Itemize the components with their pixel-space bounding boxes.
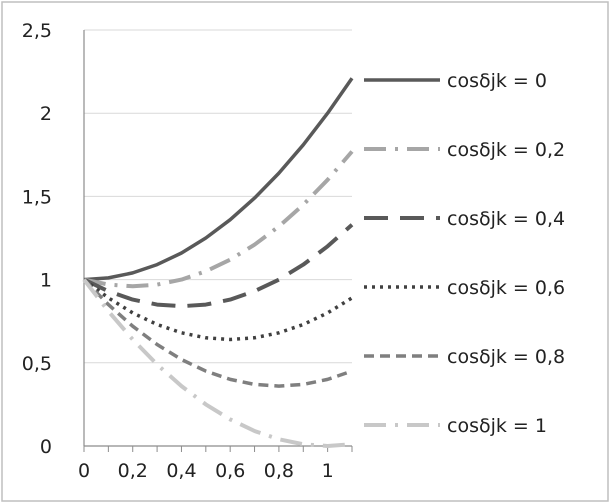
legend-label: cosδjk = 0,4 (447, 208, 565, 230)
x-tick-label: 0,2 (118, 460, 148, 482)
legend-label: cosδjk = 0,8 (447, 346, 565, 368)
x-tick-label: 1 (322, 460, 334, 482)
gridlines (84, 29, 352, 364)
y-tick-label: 2 (40, 103, 52, 125)
legend-label: cosδjk = 0,2 (447, 139, 565, 161)
x-tick-label: 0 (78, 460, 90, 482)
series-line (83, 150, 354, 289)
axes (83, 30, 353, 452)
legend: cosδjk = 0 cosδjk = 0,2 cosδjk = 0,4 cosδjk… (364, 70, 565, 437)
x-tick-label: 0,6 (215, 460, 245, 482)
y-tick-label: 0,5 (22, 353, 52, 375)
x-tick-label: 0,4 (166, 460, 196, 482)
legend-label: cosδjk = 0,6 (447, 277, 565, 299)
y-tick-label: 1 (40, 270, 52, 292)
legend-label: cosδjk = 1 (447, 415, 547, 437)
series-line (82, 278, 353, 342)
series-line (83, 223, 354, 309)
x-axis-tick-labels: 0 0,2 0,4 0,6 0,8 1 (78, 460, 334, 482)
legend-label: cosδjk = 0 (447, 70, 547, 92)
y-tick-label: 0 (40, 436, 52, 458)
y-tick-label: 1,5 (22, 186, 52, 208)
y-tick-label: 2,5 (22, 20, 52, 42)
y-axis-tick-labels: 0 0,5 1 1,5 2 2,5 (22, 20, 52, 458)
series-line (82, 278, 353, 448)
x-tick-label: 0,8 (264, 460, 294, 482)
series-line (82, 278, 353, 388)
series-lines (82, 77, 354, 448)
series-line (83, 77, 354, 282)
